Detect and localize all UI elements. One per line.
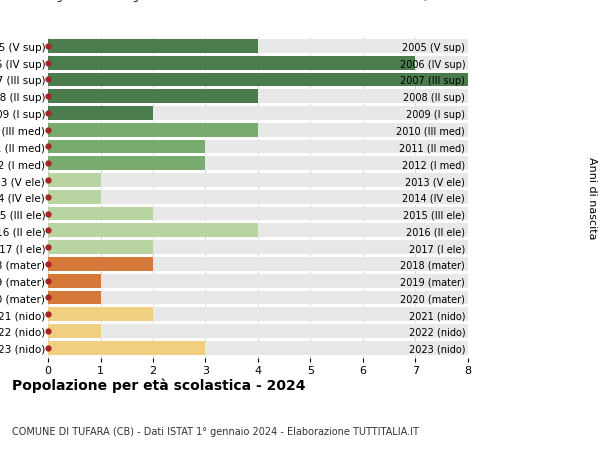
Bar xyxy=(48,224,258,238)
Bar xyxy=(48,207,153,221)
Bar xyxy=(48,241,153,254)
Bar xyxy=(48,157,205,171)
Bar xyxy=(48,73,468,87)
Bar xyxy=(48,341,205,355)
Bar xyxy=(48,90,468,104)
Bar xyxy=(48,123,258,137)
Bar xyxy=(48,274,101,288)
Bar xyxy=(48,274,468,288)
Bar xyxy=(48,325,101,338)
Bar xyxy=(48,291,101,305)
Bar xyxy=(48,90,258,104)
Bar xyxy=(48,56,415,70)
Bar xyxy=(48,341,468,355)
Bar xyxy=(48,107,468,121)
Bar xyxy=(48,107,153,121)
Bar xyxy=(48,174,468,187)
Text: COMUNE DI TUFARA (CB) - Dati ISTAT 1° gennaio 2024 - Elaborazione TUTTITALIA.IT: COMUNE DI TUFARA (CB) - Dati ISTAT 1° ge… xyxy=(12,426,419,436)
Bar xyxy=(48,140,468,154)
Bar xyxy=(48,241,468,254)
Bar xyxy=(48,257,153,271)
Bar xyxy=(48,174,101,187)
Text: Popolazione per età scolastica - 2024: Popolazione per età scolastica - 2024 xyxy=(12,378,305,392)
Bar xyxy=(48,224,468,238)
Text: Anni di nascita: Anni di nascita xyxy=(587,156,597,239)
Bar xyxy=(48,56,468,70)
Bar xyxy=(48,40,258,54)
Bar xyxy=(48,190,468,204)
Bar xyxy=(48,190,101,204)
Bar xyxy=(48,308,153,321)
Bar xyxy=(48,40,468,54)
Bar xyxy=(48,123,468,137)
Bar xyxy=(48,291,468,305)
Bar xyxy=(48,308,468,321)
Bar xyxy=(48,73,468,87)
Bar xyxy=(48,257,468,271)
Legend: Sec. II grado, Sec. I grado, Scuola Primaria, Scuola Infanzia, Asilo Nido, Stran: Sec. II grado, Sec. I grado, Scuola Prim… xyxy=(11,0,475,2)
Bar xyxy=(48,207,468,221)
Bar xyxy=(48,140,205,154)
Bar xyxy=(48,157,468,171)
Bar xyxy=(48,325,468,338)
